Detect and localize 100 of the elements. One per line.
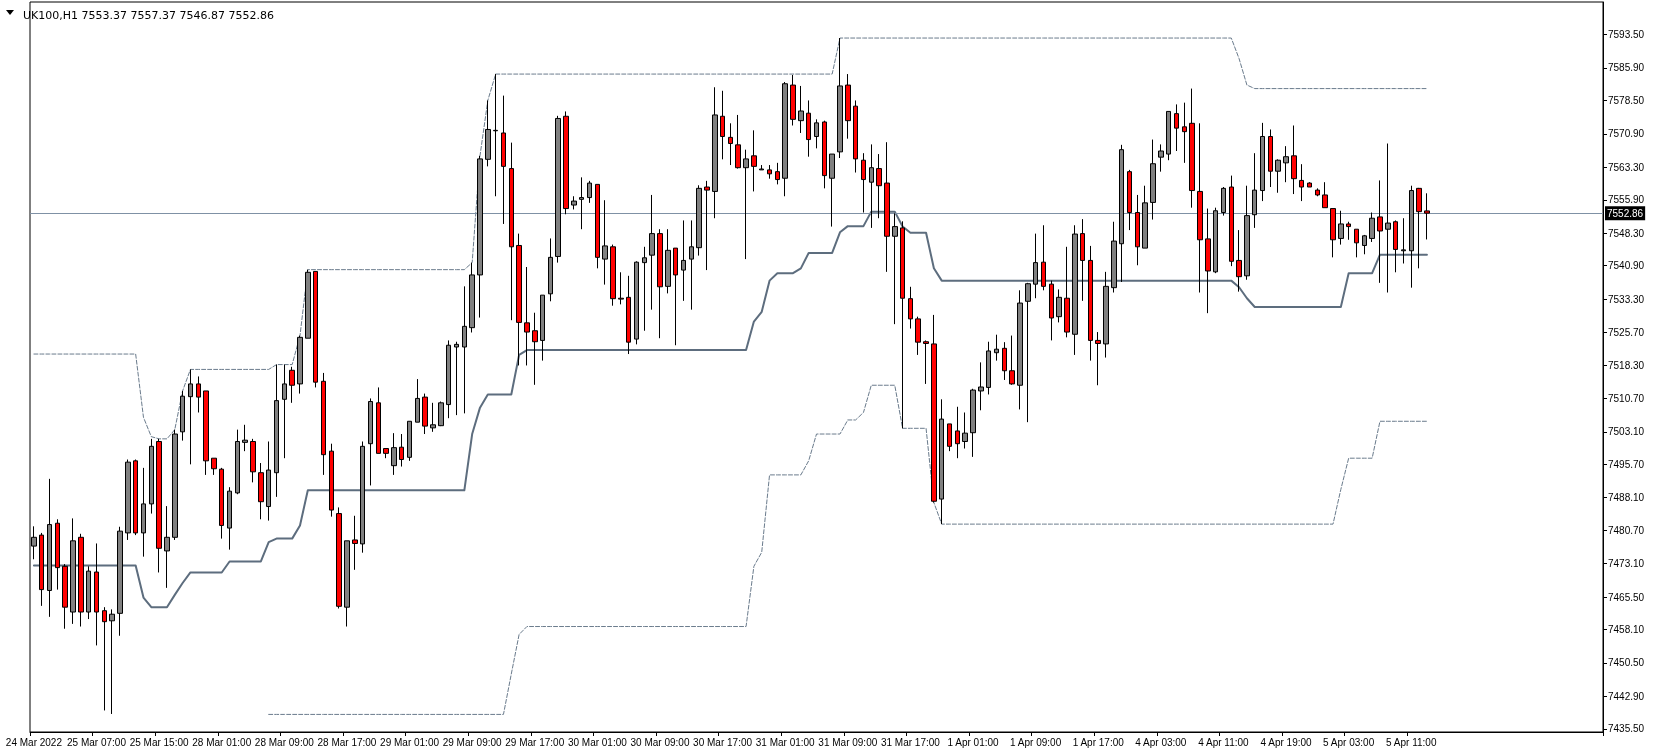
candlestick bbox=[376, 386, 381, 454]
candlestick bbox=[743, 149, 749, 260]
candlestick bbox=[939, 398, 944, 525]
candlestick bbox=[289, 366, 295, 404]
candlestick bbox=[689, 219, 694, 311]
candlestick bbox=[1080, 218, 1085, 302]
candlestick bbox=[1182, 102, 1187, 164]
candlestick bbox=[297, 335, 303, 395]
x-tick-label: 31 Mar 09:00 bbox=[818, 736, 878, 748]
x-tick-label: 31 Mar 01:00 bbox=[755, 736, 816, 748]
candlestick bbox=[509, 142, 514, 321]
candlestick bbox=[822, 120, 827, 189]
x-tick-label: 31 Mar 17:00 bbox=[880, 736, 941, 748]
candlestick bbox=[681, 219, 686, 302]
candlestick bbox=[1409, 185, 1414, 289]
y-tick-label: 7585.90 bbox=[1608, 62, 1645, 74]
candlestick bbox=[665, 228, 671, 294]
candlestick bbox=[1299, 163, 1304, 202]
y-tick-label: 7533.30 bbox=[1608, 293, 1645, 305]
candlestick bbox=[602, 199, 608, 286]
candlestick bbox=[1142, 185, 1148, 249]
candlestick bbox=[1213, 207, 1218, 274]
candlestick bbox=[1268, 128, 1273, 188]
candlestick bbox=[642, 246, 647, 332]
x-tick-label: 28 Mar 01:00 bbox=[192, 736, 252, 748]
candlestick bbox=[1315, 187, 1320, 197]
candlestick bbox=[266, 440, 271, 522]
candlestick bbox=[62, 563, 68, 630]
candlestick bbox=[1174, 103, 1179, 152]
candlestick bbox=[915, 316, 921, 356]
candlestick bbox=[994, 334, 999, 362]
candlestick bbox=[1393, 219, 1398, 273]
candlestick bbox=[70, 517, 76, 625]
candlestick bbox=[501, 95, 506, 225]
y-tick-label: 7442.90 bbox=[1608, 690, 1645, 702]
candlestick bbox=[219, 467, 224, 540]
candlestick bbox=[164, 505, 170, 589]
candlestick bbox=[477, 155, 483, 319]
candlestick bbox=[673, 247, 678, 346]
candlestick bbox=[782, 81, 788, 197]
candlestick bbox=[712, 86, 718, 219]
candlestick bbox=[610, 244, 616, 307]
y-tick-label: 7480.70 bbox=[1608, 524, 1645, 536]
candlestick bbox=[141, 467, 146, 558]
candlestick bbox=[47, 478, 52, 618]
candlestick bbox=[172, 429, 178, 541]
candlestick bbox=[1002, 341, 1007, 381]
y-tick-label: 7593.50 bbox=[1608, 29, 1645, 41]
candlestick bbox=[516, 233, 522, 366]
candlestick bbox=[462, 285, 467, 414]
x-tick-label: 29 Mar 17:00 bbox=[505, 736, 565, 748]
candlestick bbox=[1166, 110, 1171, 161]
candlestick bbox=[102, 606, 107, 711]
candlestick bbox=[595, 183, 600, 269]
candlestick bbox=[908, 286, 913, 330]
candlestick bbox=[1072, 224, 1078, 356]
candlestick bbox=[211, 457, 217, 476]
candlestick bbox=[86, 565, 91, 620]
candlestick bbox=[814, 118, 819, 149]
candlestick bbox=[454, 341, 459, 416]
candlestick bbox=[1322, 181, 1328, 209]
x-tick-label: 1 Apr 01:00 bbox=[947, 736, 1000, 748]
y-tick-label: 7495.70 bbox=[1608, 458, 1645, 470]
candlestick bbox=[923, 339, 929, 385]
candlestick bbox=[1205, 208, 1211, 314]
candlestick bbox=[1275, 158, 1281, 194]
y-tick-label: 7435.50 bbox=[1608, 723, 1645, 735]
candlestick bbox=[149, 438, 154, 515]
candlestick bbox=[1354, 228, 1359, 258]
candlestick bbox=[321, 372, 326, 476]
candlestick bbox=[775, 162, 780, 185]
candlestick bbox=[1338, 210, 1344, 246]
candlestick bbox=[884, 141, 890, 273]
x-tick-label: 28 Mar 17:00 bbox=[317, 736, 377, 748]
candlestick bbox=[806, 99, 811, 158]
candlestick bbox=[1307, 181, 1312, 188]
candlestick bbox=[180, 390, 185, 442]
candlestick bbox=[39, 532, 44, 607]
x-tick-label: 30 Mar 17:00 bbox=[693, 736, 753, 748]
candlestick bbox=[649, 194, 655, 311]
candlestick bbox=[344, 540, 350, 628]
candlestick bbox=[1088, 245, 1093, 362]
candlestick bbox=[532, 312, 538, 386]
candlestick bbox=[1150, 139, 1156, 221]
candlestick bbox=[735, 114, 741, 170]
candlestick bbox=[947, 423, 952, 452]
candlestick bbox=[1244, 185, 1250, 281]
candlestick bbox=[751, 129, 757, 192]
x-tick-label: 4 Apr 19:00 bbox=[1260, 736, 1313, 748]
candlestick bbox=[798, 85, 804, 134]
candlestick bbox=[258, 462, 264, 520]
y-tick-label: 7503.10 bbox=[1608, 426, 1645, 438]
x-tick-label: 25 Mar 07:00 bbox=[67, 736, 127, 748]
candlestick bbox=[861, 152, 866, 214]
candlestick bbox=[78, 533, 84, 628]
candlestick bbox=[931, 314, 937, 504]
y-tick-label: 7540.90 bbox=[1608, 260, 1645, 272]
candlestick bbox=[853, 99, 858, 174]
candlestick bbox=[125, 459, 131, 541]
x-tick-label: 30 Mar 09:00 bbox=[630, 736, 690, 748]
